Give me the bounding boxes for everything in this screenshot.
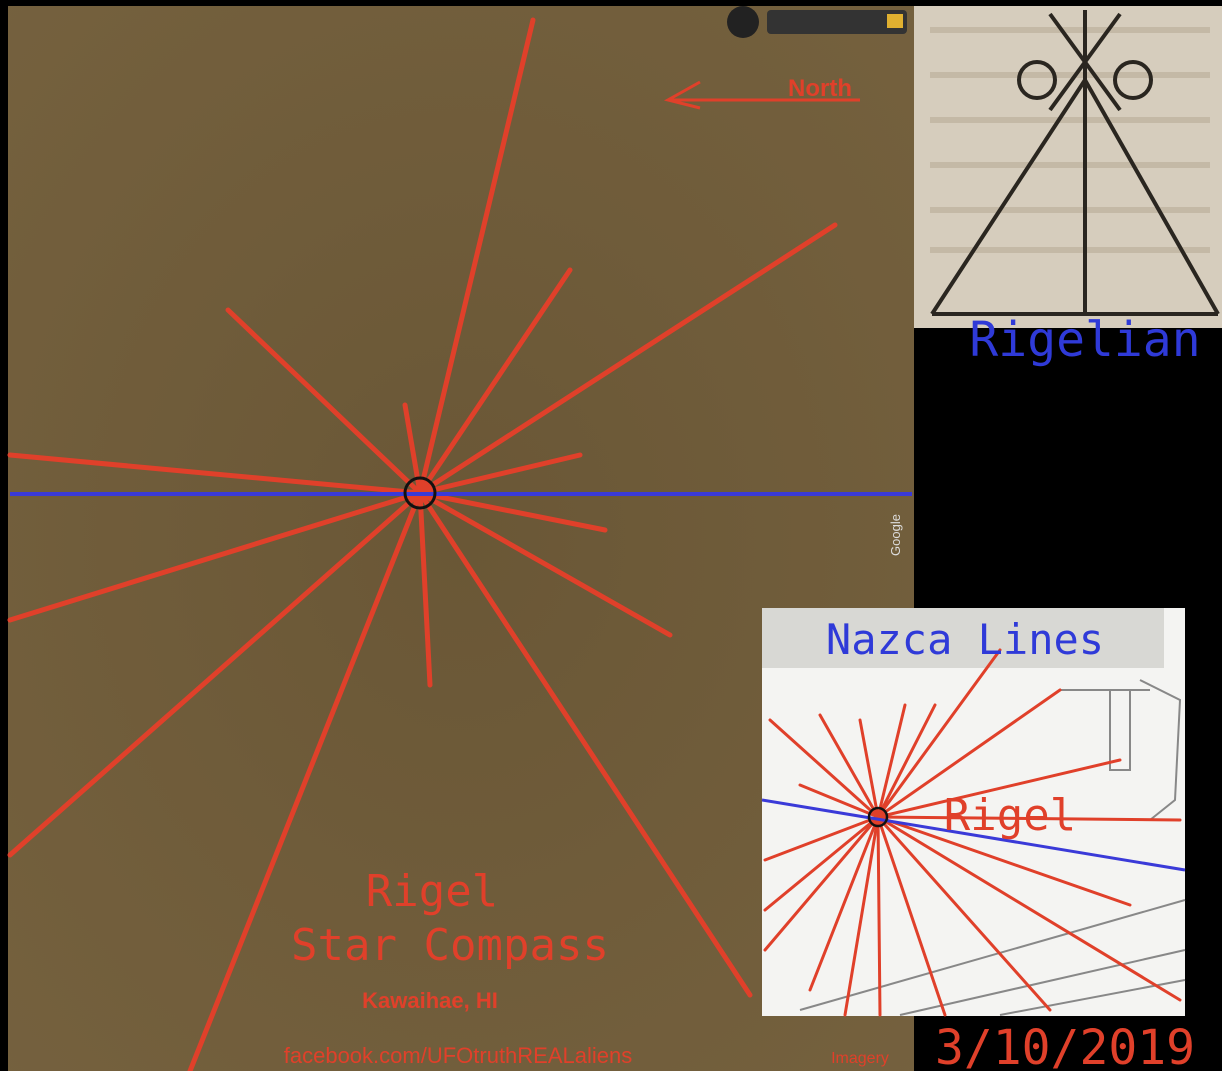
inset-title: Nazca Lines xyxy=(826,615,1104,664)
inset-star-label: Rigel xyxy=(944,790,1076,841)
watermark: Google xyxy=(888,514,903,556)
map-toolbar xyxy=(727,6,907,38)
control-icon xyxy=(887,14,903,28)
north-label: North xyxy=(788,75,852,102)
date: 3/10/2019 xyxy=(935,1020,1195,1071)
collage: North Google Rigel Star Compass Kawaihae… xyxy=(0,0,1222,1071)
compass-button[interactable] xyxy=(727,6,759,38)
map-title: Rigel xyxy=(366,866,498,917)
location: Kawaihae, HI xyxy=(362,988,498,1013)
ray xyxy=(878,817,880,1015)
credit: facebook.com/UFOtruthREALaliens xyxy=(284,1043,633,1068)
map-controls[interactable] xyxy=(767,10,907,34)
imagery-note: Imagery xyxy=(831,1050,889,1067)
map-subtitle: Star Compass xyxy=(291,920,609,971)
symbol-caption: Rigelian xyxy=(969,312,1200,368)
